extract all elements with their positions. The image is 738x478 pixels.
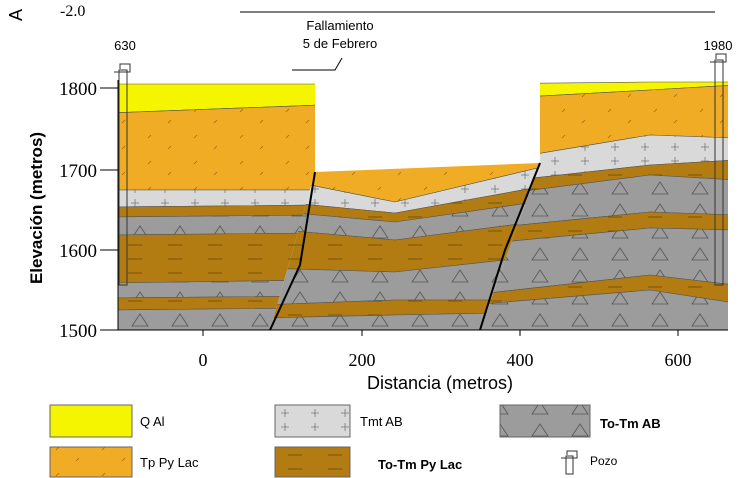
x-tick-label: 0	[199, 350, 208, 370]
scale-fragment: -2.0	[60, 3, 85, 20]
legend-swatch	[50, 405, 132, 437]
legend-label: Pozo	[590, 454, 618, 468]
stratum	[110, 215, 320, 235]
y-tick-label: 1600	[59, 241, 97, 262]
legend-label: To-Tm Py Lac	[378, 457, 462, 472]
annotation: Fallamiento	[306, 18, 373, 33]
well-label: 630	[114, 38, 136, 53]
stratum	[110, 105, 320, 190]
x-axis-label: Distancia (metros)	[367, 373, 513, 393]
well-label: 1980	[704, 38, 733, 53]
stratum	[110, 190, 320, 207]
legend-swatch	[275, 447, 350, 477]
x-tick-label: 400	[507, 350, 534, 370]
strata	[110, 82, 735, 335]
legend-swatch	[275, 405, 350, 437]
legend-label: Tp Py Lac	[140, 455, 199, 470]
annotation-pointer	[292, 58, 342, 70]
y-axis-label: Elevación (metros)	[27, 132, 46, 284]
legend-label: Tmt AB	[360, 414, 403, 429]
legend-label: Q Al	[140, 414, 165, 429]
x-tick-label: 600	[665, 350, 692, 370]
cross-section: 630 1980 A -2.0 Fallamiento 5 de Febrero…	[0, 0, 738, 478]
legend-swatch	[500, 405, 590, 437]
legend-swatch	[561, 451, 577, 474]
x-tick-label: 200	[349, 350, 376, 370]
y-tick-label: 1800	[59, 79, 97, 100]
legend-swatch	[50, 447, 132, 477]
legend-label: To-Tm AB	[600, 416, 661, 431]
y-tick-label: 1500	[59, 321, 97, 342]
y-tick-label: 1700	[59, 161, 97, 182]
corner-letter: A	[6, 9, 26, 21]
annotation: 5 de Febrero	[303, 36, 377, 51]
